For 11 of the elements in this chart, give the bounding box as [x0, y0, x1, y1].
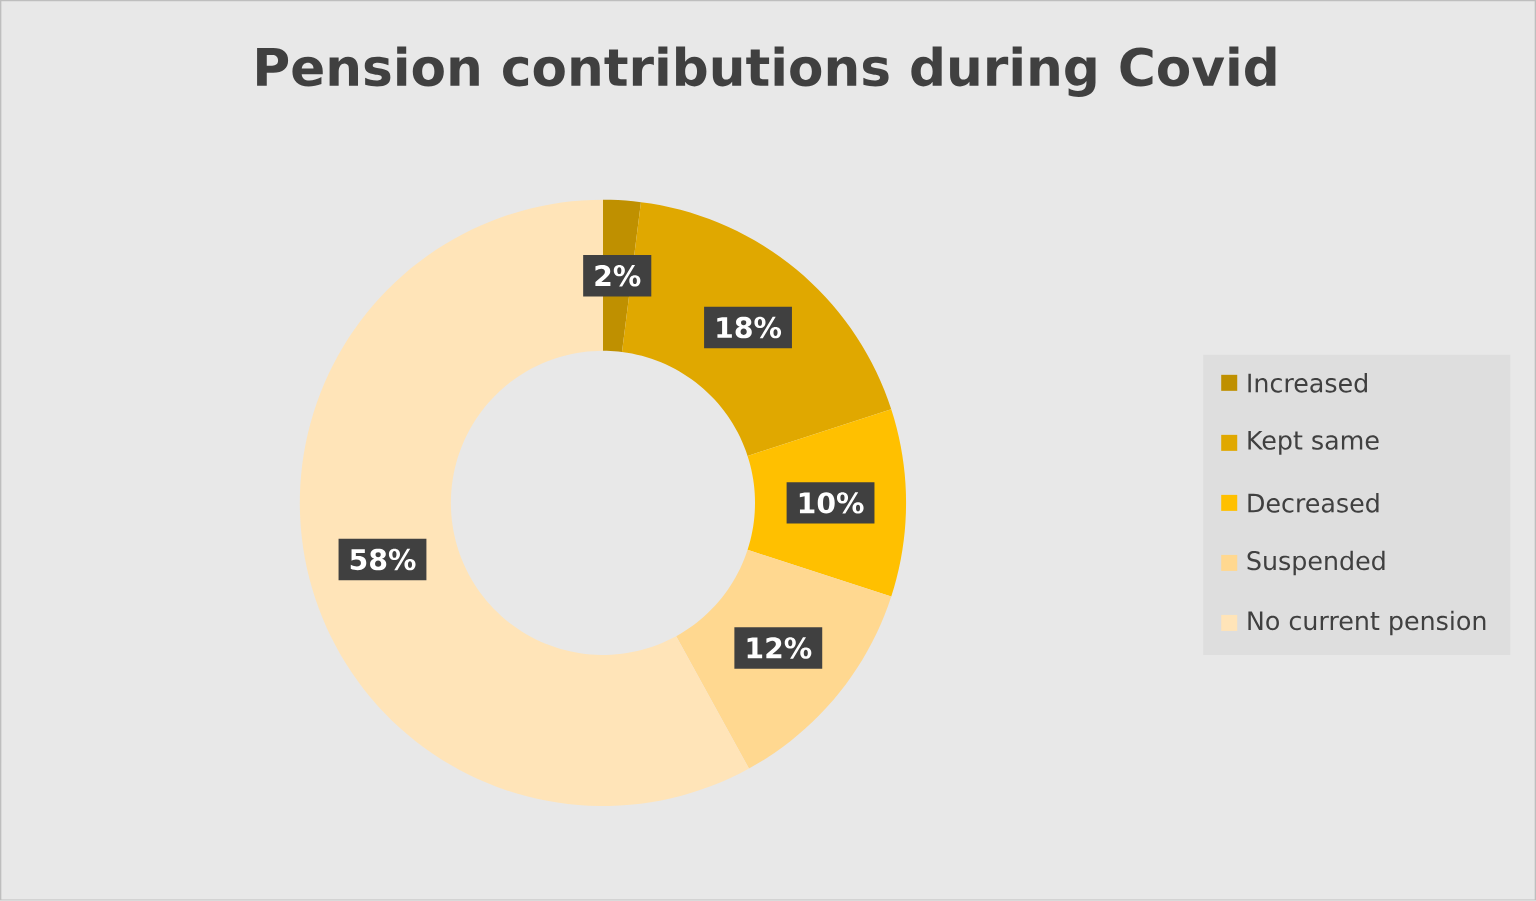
legend-label: Increased [1248, 373, 1367, 393]
data-label: 2% [595, 265, 641, 287]
data-label: 58% [350, 548, 416, 571]
legend-label: No current pension [1248, 610, 1486, 636]
data-label: 12% [747, 637, 812, 659]
legend-label: Kept same [1248, 431, 1379, 455]
legend-label: Suspended [1247, 550, 1385, 576]
legend-label: Decreased [1248, 493, 1379, 513]
chart-title: Pension contributions during Covid [257, 46, 1276, 98]
data-label: 18% [717, 316, 782, 339]
data-label: 10% [799, 492, 864, 514]
